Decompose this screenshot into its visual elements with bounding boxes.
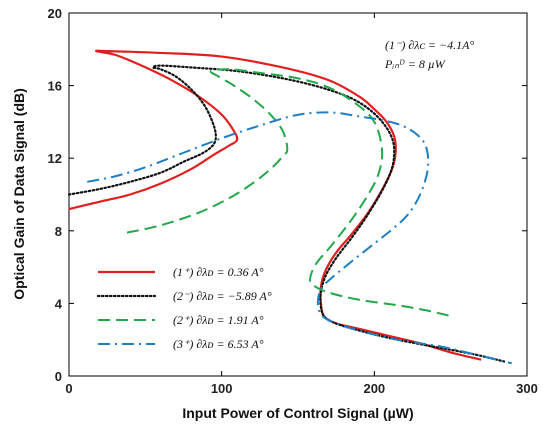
- plot-frame: [68, 12, 528, 377]
- legend-label-3: (2⁺) ∂λᴅ = 1.91 A°: [173, 313, 264, 327]
- annotation-line-2: Pᵢₙᴰ = 8 µW: [384, 57, 446, 71]
- y-tick-label: 20: [48, 6, 62, 21]
- series-line-3: [126, 68, 451, 318]
- legend-label-4: (3⁺) ∂λᴅ = 6.53 A°: [173, 337, 264, 351]
- ticks: 0 100 200 300 0 4 8 12 16 20: [48, 6, 538, 396]
- x-tick-label: 0: [65, 381, 72, 396]
- x-tick-label: 200: [363, 381, 385, 396]
- y-tick-label: 8: [55, 224, 62, 239]
- series-line-4: [87, 111, 512, 365]
- y-tick-label: 12: [48, 151, 62, 166]
- y-tick-label: 4: [55, 296, 63, 311]
- legend: (1⁺) ∂λᴅ = 0.36 A° (2⁻) ∂λᴅ = −5.89 A° (2⁺…: [96, 265, 272, 351]
- axes: [68, 12, 528, 377]
- series-layer: [67, 49, 512, 365]
- y-tick-label: 0: [55, 369, 62, 384]
- x-axis-label: Input Power of Control Signal (µW): [182, 405, 413, 421]
- y-tick-label: 16: [48, 79, 62, 94]
- x-tick-label: 100: [211, 381, 233, 396]
- series-line-1: [68, 49, 482, 361]
- series-line-2: [67, 64, 506, 363]
- x-tick-label: 300: [516, 381, 538, 396]
- y-axis-label: Optical Gain of Data Signal (dB): [11, 88, 27, 300]
- annotation-line-1: (1⁻) ∂λᴄ = −4.1A°: [385, 38, 474, 52]
- legend-label-1: (1⁺) ∂λᴅ = 0.36 A°: [173, 265, 264, 279]
- legend-label-2: (2⁻) ∂λᴅ = −5.89 A°: [173, 289, 272, 303]
